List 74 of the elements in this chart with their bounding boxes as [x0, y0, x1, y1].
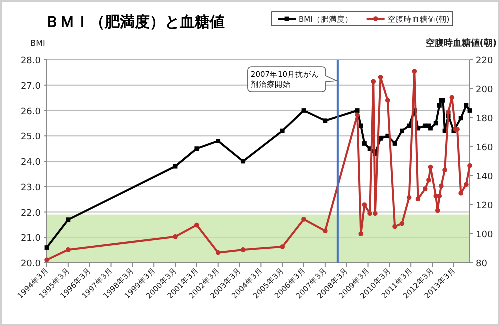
point: [450, 95, 455, 100]
y2-tick-label: 160: [476, 144, 494, 154]
point: [428, 164, 434, 170]
point: [355, 112, 360, 118]
point: [468, 163, 472, 168]
point: [194, 146, 200, 152]
chart-title: ＢＭＩ（肥満度）と血糖値: [45, 13, 225, 31]
point: [66, 248, 71, 252]
y2-axis-title: 空腹時血糖値(朝): [426, 38, 497, 49]
point: [173, 164, 178, 169]
point: [358, 232, 364, 236]
point: [173, 234, 178, 240]
point: [362, 142, 367, 146]
point: [216, 250, 221, 256]
point: [416, 196, 421, 202]
point: [323, 228, 328, 234]
point: [280, 128, 285, 134]
point: [216, 139, 221, 144]
y2-tick-label: 80: [476, 260, 488, 270]
y-tick-label: 27.0: [20, 82, 42, 92]
y-tick-label: 21.0: [20, 234, 42, 244]
point: [446, 110, 451, 115]
point: [241, 159, 246, 164]
point: [434, 121, 438, 126]
point: [358, 124, 364, 128]
y2-tick-label: 220: [476, 56, 494, 66]
y2-tick-label: 140: [476, 172, 494, 182]
point: [323, 118, 328, 124]
point: [437, 194, 442, 199]
point: [458, 191, 464, 196]
y-tick-label: 26.0: [20, 107, 42, 118]
point: [437, 103, 442, 108]
point: [392, 224, 398, 230]
point: [406, 195, 412, 200]
point: [464, 182, 469, 188]
point: [435, 208, 440, 214]
point: [442, 168, 448, 173]
point: [439, 184, 444, 189]
point: [428, 126, 433, 131]
point: [426, 178, 432, 183]
point: [468, 108, 472, 113]
y-tick-label: 28.0: [20, 56, 42, 66]
point: [400, 221, 405, 226]
point: [240, 248, 246, 252]
point: [194, 222, 200, 228]
point: [280, 244, 285, 250]
point: [378, 75, 384, 80]
point: [362, 202, 368, 208]
point: [392, 142, 398, 146]
point: [368, 211, 372, 216]
y2-tick-label: 120: [476, 202, 494, 212]
point: [464, 103, 469, 108]
y-tick-label: 20.0: [20, 260, 42, 270]
y-tick-label: 25.0: [20, 132, 42, 143]
point: [355, 108, 360, 113]
point: [44, 246, 50, 250]
point: [422, 186, 428, 192]
y-axis-title: BMI: [30, 39, 46, 48]
y2-tick-label: 180: [476, 114, 494, 124]
y-tick-label: 24.0: [20, 158, 42, 168]
y2-tick-label: 200: [476, 86, 494, 96]
point: [458, 116, 464, 121]
point: [412, 69, 418, 74]
y2-tick-label: 100: [476, 230, 494, 240]
point: [371, 79, 376, 84]
point: [386, 98, 390, 103]
point: [407, 124, 412, 128]
point: [302, 217, 306, 222]
point: [373, 211, 378, 216]
point: [302, 108, 306, 113]
y-tick-label: 22.0: [20, 208, 42, 219]
point: [400, 128, 404, 134]
point: [66, 218, 71, 222]
y-tick-label: 23.0: [20, 183, 42, 194]
